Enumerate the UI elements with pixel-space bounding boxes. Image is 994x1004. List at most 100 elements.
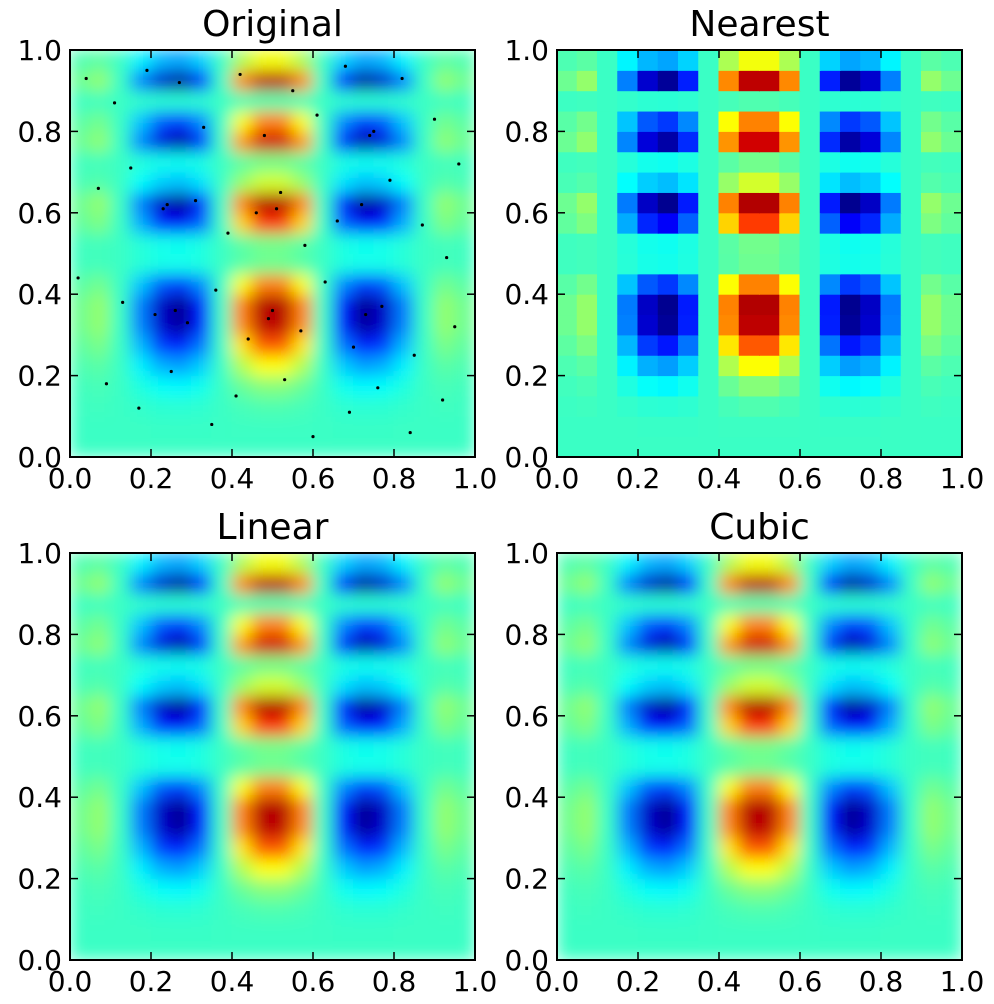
heatmap-cell [698,334,720,356]
heatmap-cell [921,918,943,941]
heatmap-cell [900,857,922,880]
heatmap-cell [738,171,760,193]
y-tick-label: 0.4 [17,781,62,814]
heatmap-cell [393,50,415,71]
heatmap-cell [840,395,862,417]
heatmap-cell [130,436,152,457]
heatmap-cell [373,334,395,356]
heatmap-cell [292,898,314,920]
heatmap-cell [110,375,132,397]
heatmap-cell [617,878,639,900]
heatmap-cell [89,593,111,615]
heatmap-cell [211,756,233,778]
heatmap-cell [860,654,882,676]
heatmap-cell [941,857,962,880]
heatmap-cell [738,918,760,941]
heatmap-cell [657,572,679,595]
heatmap-cell [251,436,273,457]
heatmap-cell [70,232,91,254]
heatmap-cell [880,654,902,676]
heatmap-cell [231,593,253,615]
heatmap-cell [191,130,213,153]
heatmap-cell [292,415,314,438]
heatmap-cell [941,593,962,615]
heatmap-cell [272,715,294,737]
heatmap-cell [840,253,862,275]
heatmap-cell [393,756,415,778]
heatmap-cell [880,191,902,214]
heatmap-cell [312,436,334,457]
heatmap-cell [698,293,720,316]
heatmap-cell [941,110,962,132]
heatmap-cell [617,918,639,941]
heatmap-cell [840,776,862,798]
heatmap-cell [880,837,902,859]
heatmap-cell [292,314,314,336]
heatmap-cell [231,110,253,132]
heatmap-cell [89,837,111,859]
heatmap-cell [272,436,294,457]
heatmap-cell [657,293,679,316]
heatmap-cell [130,50,152,71]
heatmap-cell [678,415,700,438]
heatmap-cell [637,654,659,676]
heatmap-cell [617,593,639,615]
heatmap-cell [231,633,253,656]
heatmap-cell [617,796,639,819]
heatmap-cell [150,776,172,798]
heatmap-cell [170,776,192,798]
axes-frame [69,552,476,961]
heatmap-cell [921,857,943,880]
heatmap-cell [70,415,91,438]
heatmap-cell [353,878,375,900]
heatmap-cell [312,191,334,214]
heatmap-cell [251,171,273,193]
heatmap-cell [880,293,902,316]
heatmap-cell [718,253,740,275]
heatmap-cell [637,572,659,595]
heatmap-cell [880,918,902,941]
heatmap-cell [576,593,598,615]
heatmap-cell [576,314,598,336]
heatmap-cell [454,857,475,880]
y-tick-label: 0.0 [504,441,549,474]
heatmap-cell [637,395,659,417]
heatmap-cell [312,633,334,656]
sample-point [214,288,218,292]
x-tick-label: 1.0 [453,965,498,998]
heatmap-cell [698,715,720,737]
heatmap-cell [718,694,740,717]
heatmap-cell [434,898,456,920]
heatmap-cell [617,130,639,153]
heatmap-cell [779,354,801,377]
heatmap-cell [718,776,740,798]
heatmap-cell [738,939,760,960]
heatmap-cell [170,191,192,214]
heatmap-cell [718,334,740,356]
heatmap-cell [759,593,781,615]
heatmap-cell [150,654,172,676]
heatmap-cell [698,817,720,839]
heatmap-cell [597,191,619,214]
heatmap-cell [89,415,111,438]
heatmap-cell [434,796,456,819]
heatmap-cell [89,715,111,737]
heatmap-cell [211,694,233,717]
heatmap-cell [312,171,334,193]
heatmap-cell [860,572,882,595]
heatmap-cell [251,50,273,71]
heatmap-cell [759,735,781,757]
heatmap-cell [759,756,781,778]
heatmap-cell [413,654,435,676]
heatmap-cell [373,878,395,900]
heatmap-cell [597,857,619,880]
heatmap-cell [251,212,273,234]
y-tick-label: 0.6 [504,700,549,733]
heatmap-cell [251,354,273,377]
heatmap-cell [332,796,354,819]
heatmap-cell [718,171,740,193]
heatmap-cell [454,171,475,193]
heatmap-cell [332,776,354,798]
heatmap-cell [70,837,91,859]
heatmap-cell [393,694,415,717]
